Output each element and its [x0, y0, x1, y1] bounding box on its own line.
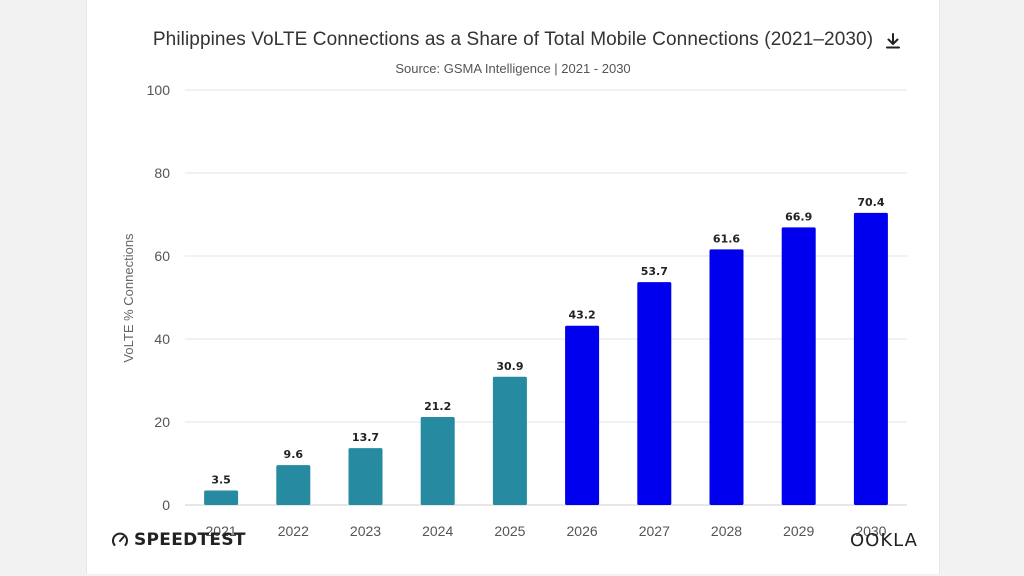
bar-2026[interactable] [565, 325, 600, 505]
gauge-icon [112, 532, 128, 546]
data-label: 61.6 [713, 232, 740, 245]
y-tick-label: 80 [154, 165, 170, 181]
x-tick-label: 2024 [422, 523, 453, 539]
data-label: 66.9 [785, 210, 812, 223]
bar-2025[interactable] [492, 376, 527, 505]
data-label: 30.9 [496, 360, 523, 373]
chart-title: Philippines VoLTE Connections as a Share… [152, 29, 874, 50]
download-icon[interactable] [882, 30, 904, 52]
x-tick-label: 2026 [567, 523, 598, 539]
speedtest-logo: SPEEDTEST [111, 529, 246, 551]
x-tick-label: 2027 [639, 523, 670, 539]
bar-2030[interactable] [853, 212, 888, 505]
bar-2022[interactable] [276, 465, 311, 505]
data-label: 43.2 [569, 309, 596, 322]
data-label: 70.4 [857, 196, 884, 209]
y-tick-label: 0 [162, 497, 170, 513]
chart-subtitle: Source: GSMA Intelligence | 2021 - 2030 [395, 61, 631, 76]
bar-2029[interactable] [781, 227, 816, 506]
data-label: 3.5 [211, 473, 231, 486]
y-tick-label: 60 [154, 248, 170, 264]
bar-2023[interactable] [348, 448, 383, 505]
bar-2027[interactable] [637, 282, 672, 505]
bar-2028[interactable] [709, 249, 744, 505]
x-tick-label: 2029 [783, 523, 814, 539]
data-label: 9.6 [284, 448, 304, 461]
x-tick-label: 2030 [855, 523, 886, 539]
y-tick-label: 40 [154, 331, 170, 347]
download-icon-glyph [886, 33, 900, 49]
speedtest-wordmark: SPEEDTEST [134, 530, 246, 550]
bar-2021[interactable] [204, 490, 239, 505]
value-labels: 3.5 9.6 13.7 21.2 30.9 43.2 53.7 61.6 66.9 70.4 [211, 196, 884, 487]
data-label: 21.2 [424, 400, 451, 413]
data-label: 53.7 [641, 265, 668, 278]
bars [204, 212, 888, 506]
x-tick-label: 2022 [278, 523, 309, 539]
bar-2024[interactable] [420, 417, 455, 505]
data-label: 13.7 [352, 431, 379, 444]
x-tick-label: 2025 [494, 523, 525, 539]
y-axis-ticks: 0 20 40 60 80 100 [147, 82, 171, 513]
x-tick-label: 2021 [206, 523, 237, 539]
x-tick-label: 2023 [350, 523, 381, 539]
y-tick-label: 100 [147, 82, 171, 98]
x-axis-ticks: 2021 2022 2023 2024 2025 2026 2027 2028 2029 2030 [206, 523, 887, 539]
y-axis-label: VoLTE % Connections [121, 233, 136, 363]
ookla-logo: OOKLA [850, 530, 918, 551]
x-tick-label: 2028 [711, 523, 742, 539]
y-tick-label: 20 [154, 414, 170, 430]
